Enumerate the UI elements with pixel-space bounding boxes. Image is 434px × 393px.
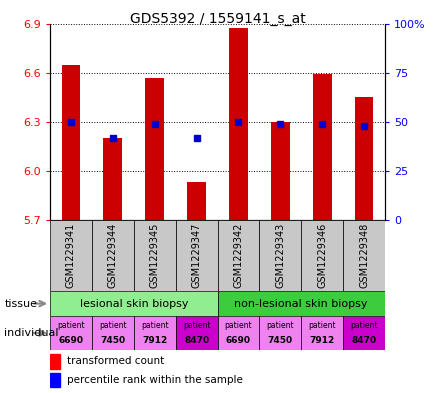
FancyBboxPatch shape <box>92 316 134 350</box>
Text: GSM1229344: GSM1229344 <box>108 223 118 288</box>
Text: patient: patient <box>266 321 293 330</box>
Text: 7912: 7912 <box>309 336 334 345</box>
Text: percentile rank within the sample: percentile rank within the sample <box>67 375 242 385</box>
Bar <box>187 182 206 220</box>
Bar <box>312 74 331 220</box>
Text: GSM1229341: GSM1229341 <box>66 223 76 288</box>
Bar <box>50 373 60 387</box>
FancyBboxPatch shape <box>342 220 384 291</box>
Text: tissue: tissue <box>4 299 37 309</box>
Bar <box>228 29 247 220</box>
Text: GDS5392 / 1559141_s_at: GDS5392 / 1559141_s_at <box>129 12 305 26</box>
Text: 7912: 7912 <box>142 336 167 345</box>
FancyBboxPatch shape <box>50 316 92 350</box>
FancyBboxPatch shape <box>92 220 134 291</box>
Bar <box>50 354 60 369</box>
FancyBboxPatch shape <box>259 220 300 291</box>
FancyBboxPatch shape <box>134 220 175 291</box>
Bar <box>354 97 373 220</box>
Text: non-lesional skin biopsy: non-lesional skin biopsy <box>234 299 367 309</box>
Text: GSM1229348: GSM1229348 <box>358 223 368 288</box>
Text: GSM1229346: GSM1229346 <box>316 223 326 288</box>
Bar <box>145 78 164 220</box>
FancyBboxPatch shape <box>217 291 384 316</box>
Text: GSM1229342: GSM1229342 <box>233 223 243 288</box>
Text: patient: patient <box>182 321 210 330</box>
Text: patient: patient <box>349 321 377 330</box>
FancyBboxPatch shape <box>300 220 342 291</box>
Text: transformed count: transformed count <box>67 356 164 366</box>
FancyBboxPatch shape <box>300 316 342 350</box>
Text: 7450: 7450 <box>267 336 292 345</box>
Bar <box>61 64 80 220</box>
Text: patient: patient <box>57 321 85 330</box>
Bar <box>270 122 289 220</box>
FancyBboxPatch shape <box>175 316 217 350</box>
FancyBboxPatch shape <box>217 220 259 291</box>
Text: 8470: 8470 <box>351 336 376 345</box>
FancyBboxPatch shape <box>217 316 259 350</box>
FancyBboxPatch shape <box>342 316 384 350</box>
Text: patient: patient <box>141 321 168 330</box>
Text: GSM1229343: GSM1229343 <box>275 223 285 288</box>
Text: GSM1229347: GSM1229347 <box>191 223 201 288</box>
Text: patient: patient <box>99 321 126 330</box>
FancyBboxPatch shape <box>259 316 300 350</box>
Text: GSM1229345: GSM1229345 <box>149 223 159 288</box>
FancyBboxPatch shape <box>50 220 92 291</box>
Text: lesional skin biopsy: lesional skin biopsy <box>79 299 187 309</box>
Text: patient: patient <box>224 321 252 330</box>
Text: individual: individual <box>4 328 59 338</box>
Text: 6690: 6690 <box>225 336 250 345</box>
FancyBboxPatch shape <box>175 220 217 291</box>
Bar <box>103 138 122 220</box>
Text: 8470: 8470 <box>184 336 209 345</box>
Text: patient: patient <box>308 321 335 330</box>
FancyBboxPatch shape <box>134 316 175 350</box>
FancyBboxPatch shape <box>50 291 217 316</box>
Text: 7450: 7450 <box>100 336 125 345</box>
Text: 6690: 6690 <box>58 336 83 345</box>
